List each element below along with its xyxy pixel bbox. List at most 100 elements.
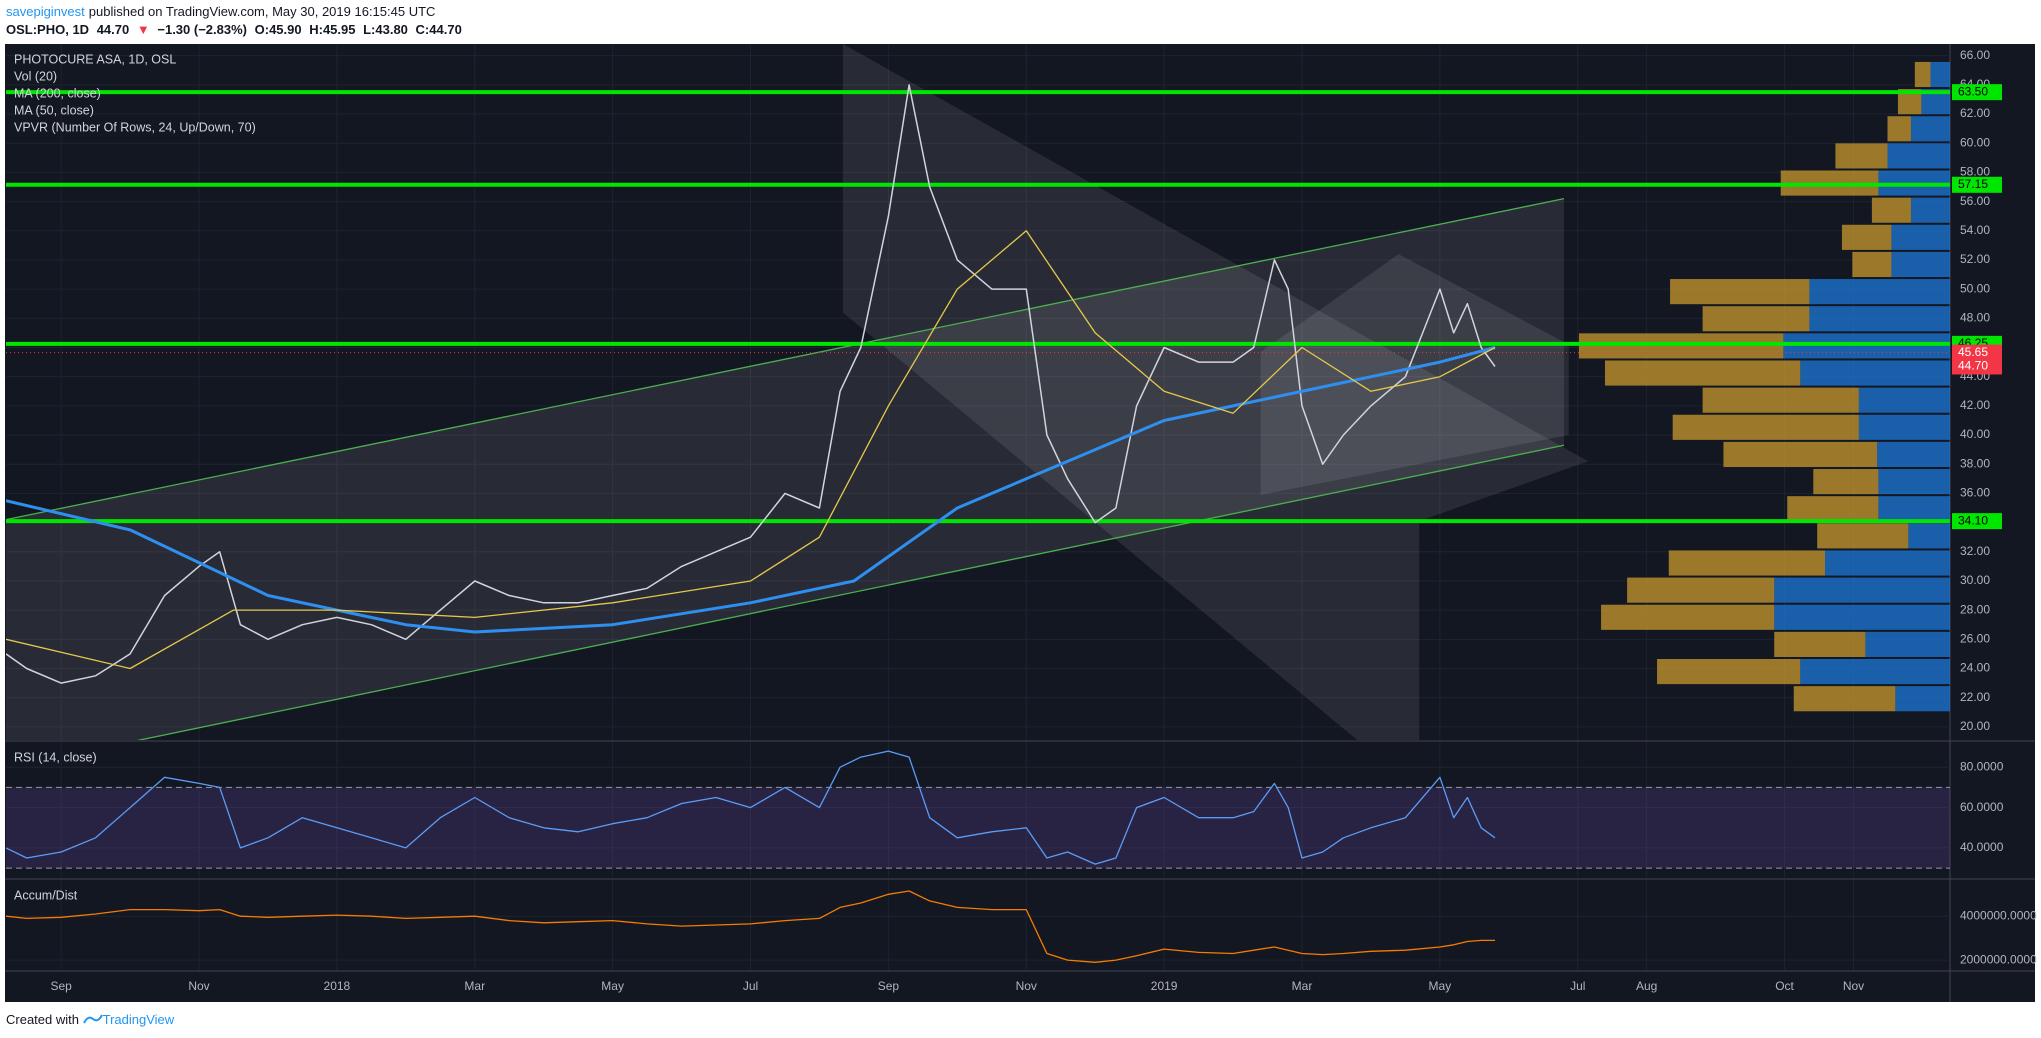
profile-down xyxy=(1578,333,1784,359)
profile-down xyxy=(1897,89,1922,115)
profile-up xyxy=(1910,116,1950,142)
profile-up xyxy=(1809,306,1950,332)
last-price: 44.70 xyxy=(96,22,130,37)
profile-up xyxy=(1858,414,1950,440)
logo xyxy=(82,1014,103,1024)
change-arrow: ▼ xyxy=(136,22,150,37)
profile-down xyxy=(1670,279,1810,305)
change: −1.30 (−2.83%) xyxy=(157,22,247,37)
level-label: 57.15 xyxy=(1958,177,1988,191)
published: published on TradingView.com, May 30, 20… xyxy=(88,4,436,19)
y-tick-label: 4000000.0000 xyxy=(1960,908,2037,922)
y-tick-label: 54.00 xyxy=(1960,223,1990,237)
created-with: Created with xyxy=(6,1012,79,1027)
profile-down xyxy=(1657,658,1801,685)
y-tick-label: 66.00 xyxy=(1960,48,1990,62)
x-tick-label: Nov xyxy=(1016,979,1037,993)
profile-up xyxy=(1910,197,1950,223)
ma-line xyxy=(6,346,1496,634)
y-tick-label: 28.00 xyxy=(1960,602,1990,616)
profile-up xyxy=(1878,469,1950,495)
pane xyxy=(6,890,1950,963)
shaded-region xyxy=(1260,254,1569,495)
price-line-series xyxy=(6,890,1495,963)
x-tick-label: Mar xyxy=(1292,979,1313,993)
y-tick-label: 48.00 xyxy=(1960,310,1990,324)
y-tick-label: 52.00 xyxy=(1960,252,1990,266)
profile-up xyxy=(1858,387,1950,413)
profile-down xyxy=(1702,306,1810,332)
shaded-region xyxy=(6,198,1564,740)
price-line-series xyxy=(6,84,1496,684)
x-tick-label: Sep xyxy=(878,979,900,993)
profile-up xyxy=(1783,333,1950,359)
low: L:43.80 xyxy=(363,22,408,37)
y-tick-label: 36.00 xyxy=(1960,486,1990,500)
pane-title: Accum/Dist xyxy=(14,888,78,902)
y-tick-label: 22.00 xyxy=(1960,690,1990,704)
y-tick-label: 2000000.0000 xyxy=(1960,952,2037,966)
chart: Sep Nov 2018 Mar May Jul Sep Nov 2019 Mar May Jul Au… xyxy=(5,44,2037,1002)
profile-down xyxy=(1852,251,1892,278)
x-tick-label: Jul xyxy=(743,979,758,993)
legend-entry: MA (50, close) xyxy=(14,103,94,117)
profile-down xyxy=(1817,523,1909,549)
x-tick-label: Sep xyxy=(50,979,72,993)
profile-down xyxy=(1841,224,1892,250)
price-tag xyxy=(1952,344,2002,361)
y-tick-label: 32.00 xyxy=(1960,544,1990,558)
profile-up xyxy=(1809,279,1950,305)
author: savepiginvest xyxy=(6,4,85,19)
y-tick-label: 30.00 xyxy=(1960,573,1990,587)
price-label: 45.65 xyxy=(1958,345,1988,359)
profile-up xyxy=(1878,496,1950,522)
profile-up xyxy=(1774,577,1950,603)
x-tick-label: Nov xyxy=(188,979,209,993)
x-tick-label: Nov xyxy=(1843,979,1864,993)
brand: TradingView xyxy=(102,1012,175,1027)
y-tick-label: 62.00 xyxy=(1960,106,1990,120)
price-line-series xyxy=(6,750,1496,865)
profile-up xyxy=(1825,550,1950,576)
profile-down xyxy=(1601,604,1775,630)
y-tick-label: 56.00 xyxy=(1960,194,1990,208)
pane-title: RSI (14, close) xyxy=(14,750,97,764)
profile-down xyxy=(1813,469,1879,495)
ma-line xyxy=(6,230,1496,670)
y-tick-label: 42.00 xyxy=(1960,398,1990,412)
y-tick-label: 80.0000 xyxy=(1960,759,2004,773)
profile-up xyxy=(1891,224,1950,250)
y-tick-label: 38.00 xyxy=(1960,456,1990,470)
y-tick-label: 26.00 xyxy=(1960,631,1990,645)
y-tick-label: 58.00 xyxy=(1960,165,1990,179)
x-tick-label: May xyxy=(601,979,624,993)
plot-layer: Sep Nov 2018 Mar May Jul Sep Nov 2019 Mar May Jul Au… xyxy=(6,44,2037,993)
profile-down xyxy=(1835,143,1888,169)
trend-line xyxy=(6,198,1565,521)
footer: Created with TradingView xyxy=(6,1012,174,1027)
x-tick-label: 2018 xyxy=(324,979,351,993)
profile-up xyxy=(1891,251,1950,278)
shaded-region xyxy=(842,44,1589,740)
profile-down xyxy=(1774,631,1866,657)
y-tick-label: 24.00 xyxy=(1960,661,1990,675)
x-tick-label: Aug xyxy=(1636,979,1657,993)
y-tick-label: 40.00 xyxy=(1960,427,1990,441)
open: O:45.90 xyxy=(254,22,302,37)
y-tick-label: 20.00 xyxy=(1960,719,1990,733)
profile-up xyxy=(1895,686,1950,712)
profile-up xyxy=(1800,360,1950,386)
price-tag xyxy=(1952,358,2002,375)
profile-up xyxy=(1800,658,1950,685)
y-tick-label: 40.0000 xyxy=(1960,840,2004,854)
indicator-label: Vol (20) xyxy=(14,69,57,83)
profile-down xyxy=(1604,360,1801,386)
rsi-band xyxy=(6,787,1950,869)
profile-down xyxy=(1702,387,1859,413)
profile-down xyxy=(1668,550,1826,576)
profile-up xyxy=(1774,604,1950,630)
symbol: OSL:PHO, 1D xyxy=(6,22,90,37)
profile-up xyxy=(1865,631,1950,657)
legend-entry: MA (200, close) xyxy=(14,86,101,100)
